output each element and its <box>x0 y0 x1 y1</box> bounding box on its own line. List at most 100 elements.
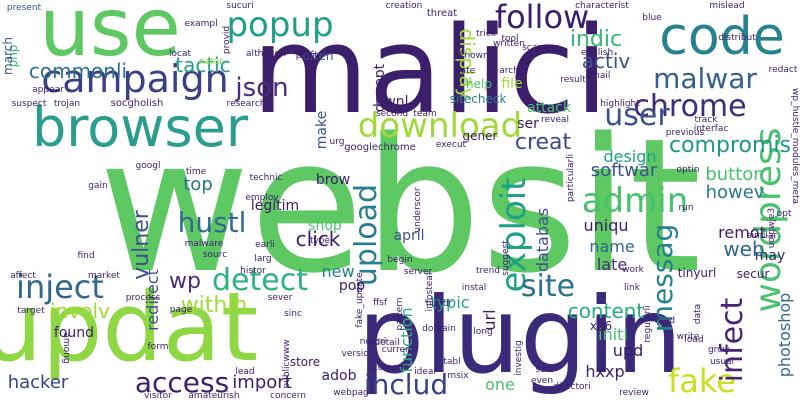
word-review: review <box>619 388 649 398</box>
word-present: present <box>7 3 42 13</box>
word-optin: optin <box>677 165 700 175</box>
word-publicwww: publicwww <box>282 339 292 388</box>
word-march: march <box>1 37 15 75</box>
word-long: long <box>473 327 492 337</box>
word-reveal: reveal <box>541 115 569 125</box>
word-creat: creat <box>515 130 572 155</box>
word-activ: activ <box>582 49 631 73</box>
word-underscor: underscor <box>413 187 423 233</box>
word-attack: attack <box>527 100 572 116</box>
word-investig: investig <box>514 340 524 376</box>
word-found: found <box>54 325 94 341</box>
word-googlechrome: googlechrome <box>344 142 416 153</box>
word-softwar: softwar <box>591 160 658 181</box>
word-name: name <box>589 237 634 256</box>
word-download: download <box>358 106 522 146</box>
word-earli: earli <box>255 240 275 250</box>
word-opt: opt <box>777 209 792 219</box>
word-trojan: trojan <box>54 99 80 109</box>
word-concern: concern <box>270 391 306 400</box>
word-uoiqwje3: uoiqwje3 <box>767 208 777 249</box>
word-technic: technic <box>250 173 283 183</box>
word-web: web <box>723 237 764 261</box>
word-hxxp: hxxp <box>585 362 624 381</box>
word-json: json <box>234 73 288 103</box>
word-uniqu: uniqu <box>583 216 628 235</box>
word-import: import <box>232 372 291 393</box>
word-load: load <box>684 335 703 345</box>
word-adob: adob <box>322 368 357 384</box>
word-grow: grow <box>708 345 730 355</box>
word-threat: threat <box>427 8 457 19</box>
word-plugin: plugin <box>358 275 683 397</box>
word-involv: involv <box>50 299 110 323</box>
word-second: second <box>376 109 408 119</box>
word-written: written <box>493 39 525 49</box>
word-affect: affect <box>10 271 36 281</box>
word-detail: detail <box>374 338 399 348</box>
word-creation: creation <box>386 1 423 11</box>
word-upd: upd <box>613 341 643 360</box>
word-user: user <box>604 98 670 133</box>
word-suspect: suspect <box>12 99 47 109</box>
word-blue: blue <box>642 13 662 23</box>
word-display: display <box>455 28 479 99</box>
word-site: site <box>521 269 575 304</box>
word-malwar: malwar <box>653 62 757 95</box>
word-april: april <box>393 228 424 244</box>
word-shop: shop <box>308 218 342 234</box>
word-campaign: campaign <box>41 57 228 101</box>
word-server: server <box>404 267 433 277</box>
word-gener: gener <box>463 129 498 143</box>
word-updat: updat <box>0 273 258 383</box>
word-remot: remot <box>718 223 766 242</box>
word-execut: execut <box>436 140 467 150</box>
word-fake: fake <box>668 362 736 400</box>
word-within: within <box>181 293 248 318</box>
word-wordpress: wordpress <box>748 127 789 312</box>
word-process: process <box>126 293 161 303</box>
word-employ: employ <box>245 193 279 203</box>
word-infect: infect <box>715 297 750 382</box>
word-sourc: sourc <box>203 250 227 260</box>
word-code: code <box>659 7 784 67</box>
word-similar: similar <box>747 231 777 241</box>
word-url: url <box>480 309 499 330</box>
word-poor: poor <box>296 51 317 61</box>
word-amateurish: amateurish <box>188 391 239 400</box>
word-help: help <box>466 77 492 91</box>
word-email: email <box>586 71 611 81</box>
word-time: time <box>186 167 207 177</box>
word-particularli: particularli <box>566 154 576 202</box>
word-follow: follow <box>495 0 589 36</box>
word-dwnl: dwnl <box>375 94 408 110</box>
word-sitecheck: sitecheck <box>450 92 507 106</box>
word-link: link <box>624 283 641 293</box>
word-fake_update: fake_update <box>355 272 365 328</box>
word-brow: brow <box>316 172 350 188</box>
word-infosteal: infosteal <box>425 273 435 312</box>
word-one: one <box>485 375 515 394</box>
word-late: late <box>597 255 627 274</box>
word-msix: msix <box>447 371 469 381</box>
word-redirect: redirect <box>143 269 162 331</box>
word-run: run <box>678 203 693 213</box>
word-archiv: archiv <box>499 66 527 76</box>
word-initi: initi <box>598 325 628 344</box>
word-find: find <box>77 251 94 261</box>
word-wp_hustle_modules_meta: wp_hustle_modules_meta <box>790 88 800 204</box>
word-decept: decept <box>372 63 388 112</box>
word-highlight: highlight <box>600 99 640 109</box>
word-distribut: distribut <box>718 33 756 43</box>
word-hundr: hundr <box>426 299 453 309</box>
word-access: access <box>135 366 229 399</box>
word-databas: databas <box>533 208 552 272</box>
word-page: page <box>170 305 193 315</box>
word-often: often <box>302 49 333 63</box>
word-tactic: tactic <box>175 53 231 77</box>
word-webpag: webpag <box>333 388 369 398</box>
word-track: track <box>695 115 719 125</box>
word-chrome: chrome <box>633 89 746 124</box>
word-work: work <box>622 265 645 275</box>
